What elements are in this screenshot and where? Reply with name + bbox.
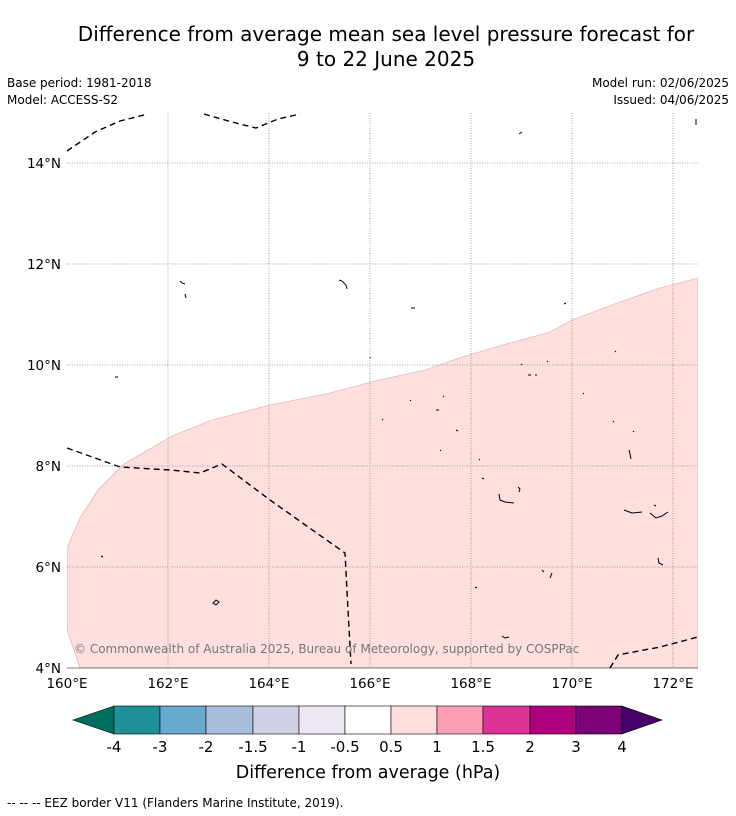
island xyxy=(338,279,348,290)
colorbar-label: -4 xyxy=(107,738,122,756)
island xyxy=(623,509,643,514)
tick-166e: 166°E xyxy=(349,676,390,692)
islands xyxy=(100,119,697,639)
colorbar-bin xyxy=(344,705,392,735)
colorbar-label: 1.5 xyxy=(471,738,495,756)
colorbar-bin xyxy=(298,705,346,735)
issued-date: Issued: 04/06/2025 xyxy=(613,93,729,107)
tick-12n: 12°N xyxy=(27,257,61,273)
footer-legend: -- -- -- EEZ border V11 (Flanders Marine… xyxy=(7,796,344,810)
island xyxy=(520,363,523,366)
tick-6n: 6°N xyxy=(36,560,61,576)
title-line-1: Difference from average mean sea level p… xyxy=(77,22,695,46)
tick-8n: 8°N xyxy=(36,459,61,475)
map-panel: © Commonwealth of Australia 2025, Bureau… xyxy=(67,113,698,668)
island xyxy=(409,395,445,402)
colorbar-bin xyxy=(252,705,300,735)
island xyxy=(474,586,478,589)
island xyxy=(179,280,186,285)
colorbar-bin xyxy=(205,705,254,735)
island xyxy=(439,449,632,460)
colorbar-bin xyxy=(575,705,623,735)
colorbar-label: -1.5 xyxy=(238,738,267,756)
island xyxy=(541,569,553,579)
eez-border-north-west xyxy=(67,113,149,152)
colorbar-bin xyxy=(436,705,484,735)
island xyxy=(649,511,669,519)
colorbar-label: 1 xyxy=(432,738,442,756)
chart-title: Difference from average mean sea level p… xyxy=(0,22,736,72)
colorbar-label: 4 xyxy=(617,738,627,756)
eez-border-north xyxy=(203,113,301,129)
island xyxy=(614,350,617,353)
model-run: Model run: 02/06/2025 xyxy=(591,76,729,90)
tick-4n: 4°N xyxy=(36,661,61,677)
base-period: Base period: 1981-2018 xyxy=(7,76,152,90)
tick-164e: 164°E xyxy=(248,676,289,692)
eez-border-central xyxy=(67,447,352,665)
colorbar-label: -0.5 xyxy=(330,738,359,756)
colorbar-extend-low xyxy=(72,705,115,735)
title-line-2: 9 to 22 June 2025 xyxy=(296,47,476,71)
colorbar-bin xyxy=(529,705,577,735)
island xyxy=(478,458,481,461)
colorbar-bin xyxy=(482,705,531,735)
tick-168e: 168°E xyxy=(450,676,491,692)
copyright-notice: © Commonwealth of Australia 2025, Bureau… xyxy=(74,642,579,656)
colorbar-bin xyxy=(113,705,161,735)
colorbar-title: Difference from average (hPa) xyxy=(236,763,501,783)
tick-172e: 172°E xyxy=(652,676,693,692)
island xyxy=(498,493,515,504)
colorbar-label: -3 xyxy=(153,738,168,756)
colorbar-extend-high xyxy=(621,705,663,735)
island xyxy=(563,302,567,305)
colorbar: -4 -3 -2 -1.5 -1 -0.5 0.5 1 1.5 2 3 4 Di… xyxy=(72,705,663,783)
colorbar-label: -2 xyxy=(199,738,214,756)
island xyxy=(100,555,104,558)
island xyxy=(657,557,664,566)
island xyxy=(481,477,485,480)
meta-left: Base period: 1981-2018 Model: ACCESS-S2 xyxy=(7,75,152,109)
tick-14n: 14°N xyxy=(27,156,61,172)
colorbar-bin xyxy=(390,705,438,735)
island xyxy=(212,599,220,606)
island xyxy=(546,360,549,363)
eez-borders xyxy=(67,113,698,668)
tick-170e: 170°E xyxy=(551,676,592,692)
colorbar-bin xyxy=(159,705,207,735)
longitude-ticks: 160°E 162°E 164°E 166°E 168°E 170°E 172°… xyxy=(46,676,693,692)
tick-10n: 10°N xyxy=(27,358,61,374)
model-name: Model: ACCESS-S2 xyxy=(7,93,119,107)
graticule xyxy=(67,113,698,668)
anomaly-region-0-5-to-1 xyxy=(67,277,698,668)
island xyxy=(653,504,657,507)
colorbar-labels: -4 -3 -2 -1.5 -1 -0.5 0.5 1 1.5 2 3 4 xyxy=(107,738,627,756)
meta-right: Model run: 02/06/2025 Issued: 04/06/2025 xyxy=(592,75,729,109)
colorbar-label: 0.5 xyxy=(379,738,403,756)
tick-160e: 160°E xyxy=(46,676,87,692)
island xyxy=(582,392,585,395)
island xyxy=(184,293,187,299)
island xyxy=(501,635,510,639)
island xyxy=(381,418,615,423)
tick-162e: 162°E xyxy=(147,676,188,692)
island xyxy=(455,429,635,433)
colorbar-label: 2 xyxy=(525,738,535,756)
island xyxy=(518,131,523,135)
latitude-ticks: 4°N 6°N 8°N 10°N 12°N 14°N xyxy=(27,156,61,677)
island xyxy=(517,486,521,493)
colorbar-label: 3 xyxy=(571,738,581,756)
colorbar-label: -1 xyxy=(292,738,307,756)
